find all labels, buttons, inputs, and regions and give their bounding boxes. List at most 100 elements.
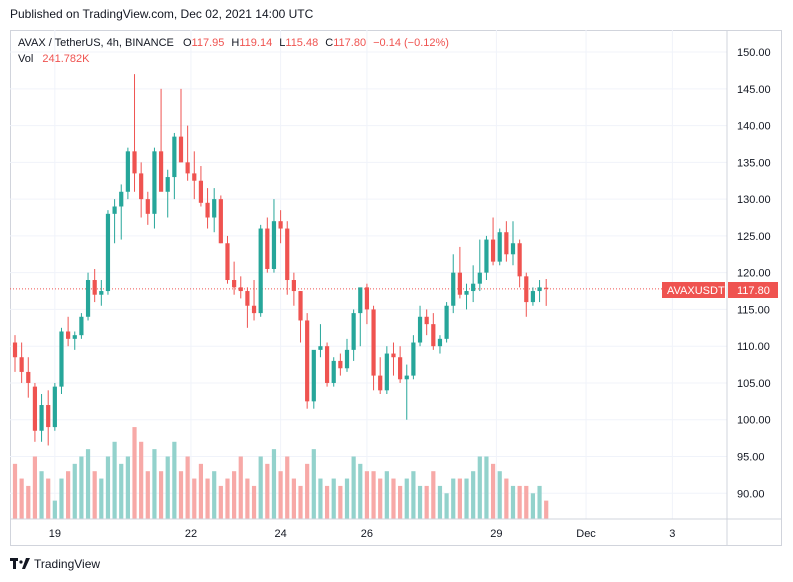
volume-bars (12, 427, 549, 519)
candle-body (544, 287, 549, 289)
time-tick-label: 26 (361, 528, 373, 540)
open-value: 117.95 (191, 37, 225, 49)
candle-body (158, 151, 164, 192)
candle-body (132, 151, 137, 174)
volume-bar (391, 478, 396, 519)
candle-body (105, 213, 111, 292)
volume-bar (298, 485, 303, 519)
volume-bar (172, 441, 177, 519)
volume-bar (324, 485, 330, 519)
candle-body (517, 243, 522, 277)
candle-body (324, 346, 330, 383)
price-tick-label: 95.00 (737, 451, 765, 463)
close-label: C (325, 37, 334, 49)
close-value: 117.80 (333, 37, 367, 49)
last-price-label: 117.80 (737, 285, 770, 297)
symbol-tag[interactable]: AVAXUSDT (662, 282, 725, 298)
volume-bar (311, 449, 316, 519)
candle-body (398, 357, 403, 380)
candle-body (444, 305, 449, 339)
volume-bar (139, 441, 144, 519)
volume-bar (265, 463, 270, 519)
volume-bar (59, 478, 64, 519)
candle-body (205, 202, 210, 218)
candle-body (212, 199, 217, 218)
candle-body (19, 357, 24, 372)
volume-bar (544, 500, 549, 519)
volume-bar (285, 456, 290, 519)
candle-body (32, 386, 38, 431)
volume-label: Vol (18, 53, 34, 65)
candle-body (364, 287, 370, 310)
candle-body (178, 136, 184, 163)
candle-body (52, 386, 57, 428)
footer-brand: TradingView (34, 557, 101, 571)
volume-bar (278, 471, 283, 519)
candle-body (484, 239, 489, 273)
candle-body (145, 199, 150, 214)
candle-body (192, 173, 197, 181)
candle-body (185, 162, 190, 174)
last-price-tag: 117.80 (728, 282, 778, 298)
volume-bar (344, 478, 350, 519)
candle-body (437, 338, 443, 347)
volume-bar (424, 485, 429, 519)
candle-body (291, 280, 296, 292)
candle-body (451, 272, 456, 306)
volume-bar (125, 456, 130, 519)
volume-bar (212, 471, 217, 519)
volume-bar (457, 478, 462, 519)
low-label: L (279, 37, 286, 49)
candle-body (265, 228, 270, 269)
volume-bar (411, 471, 416, 519)
candle-body (378, 375, 383, 391)
candle-body (497, 232, 502, 262)
candle-body (46, 405, 51, 428)
time-tick-label: 19 (49, 528, 61, 540)
price-tick-label: 125.00 (737, 231, 771, 243)
volume-bar (92, 471, 97, 519)
high-label: H (231, 37, 240, 49)
volume-bar (185, 456, 190, 519)
candle-body (504, 232, 509, 255)
volume-bar (99, 478, 104, 519)
volume-bar (371, 471, 376, 519)
candle-body (411, 342, 416, 376)
volume-bar (404, 478, 409, 519)
volume-bar (431, 471, 436, 519)
volume-bar (26, 485, 31, 519)
volume-bar (251, 485, 257, 519)
candle-body (457, 272, 462, 295)
volume-bar (378, 478, 383, 519)
volume-bar (444, 493, 449, 519)
footer[interactable]: TradingView (10, 557, 100, 571)
candle-body (125, 151, 130, 192)
volume-bar (305, 463, 310, 519)
candle-body (524, 276, 529, 303)
candle-body (384, 353, 389, 391)
volume-bar (218, 485, 223, 519)
volume-bar (32, 456, 38, 519)
high-value: 119.14 (239, 37, 273, 49)
price-tick-label: 110.00 (737, 341, 770, 353)
volume-bar (19, 478, 24, 519)
published-caption: Published on TradingView.com, Dec 02, 20… (10, 7, 314, 21)
candle-body (358, 287, 363, 314)
volume-bar (198, 463, 204, 519)
volume-bar (510, 485, 516, 519)
price-tick-label: 120.00 (737, 268, 771, 280)
candle-body (172, 136, 177, 178)
volume-bar (484, 456, 489, 519)
volume-bar (338, 485, 343, 519)
candle-body (537, 287, 542, 292)
volume-bar (12, 463, 18, 519)
volume-bar (364, 471, 370, 519)
candle-body (285, 228, 290, 281)
volume-bar (205, 478, 210, 519)
price-tick-label: 145.00 (737, 84, 771, 96)
volume-bar (66, 471, 71, 519)
price-axis: 150.00 145.00 140.00 135.00 130.00 125.00 120.… (737, 47, 771, 500)
price-tick-label: 140.00 (737, 121, 771, 133)
volume-bar (497, 471, 502, 519)
